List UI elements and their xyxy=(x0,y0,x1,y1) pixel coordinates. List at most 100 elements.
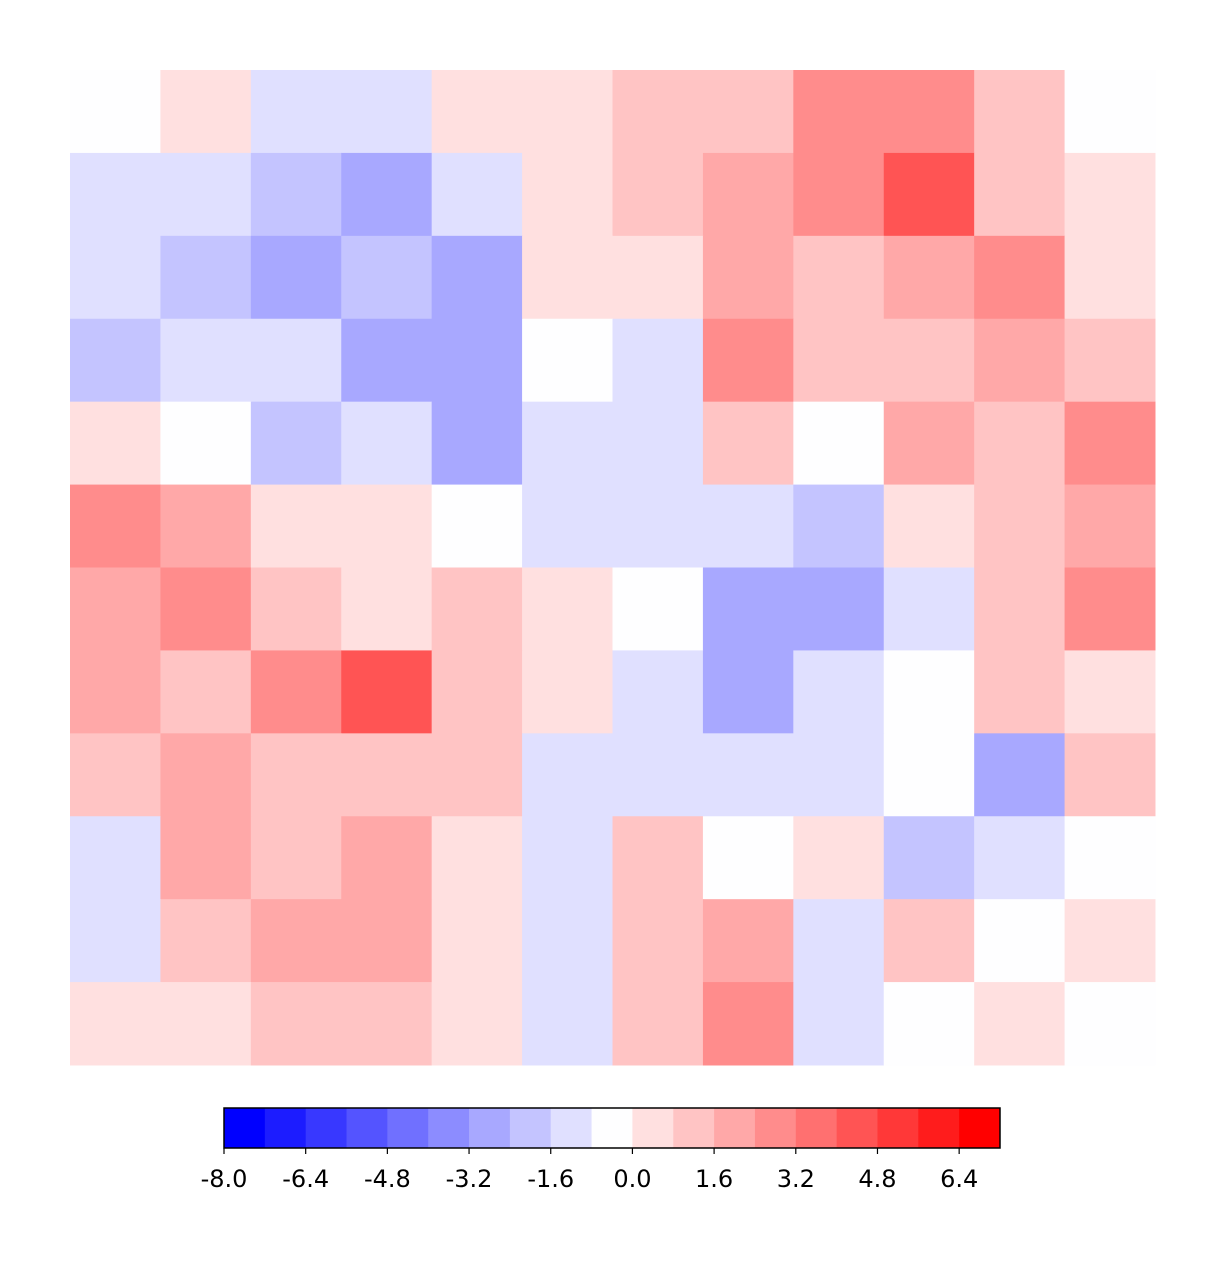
colorbar-tick-label: -3.2 xyxy=(446,1165,493,1193)
contour-cell xyxy=(250,567,342,651)
contour-cell xyxy=(612,982,704,1066)
colorbar-tick-label: -6.4 xyxy=(282,1165,329,1193)
contour-cell xyxy=(250,70,342,154)
contour-cell xyxy=(883,982,975,1066)
colorbar-box xyxy=(918,1108,960,1148)
contour-cell xyxy=(431,733,523,817)
contour-cell xyxy=(70,152,161,237)
contour-cell xyxy=(612,650,704,734)
contour-cell xyxy=(70,650,161,734)
contour-cell xyxy=(974,816,1066,900)
contour-cell xyxy=(431,982,523,1066)
contour-cell xyxy=(160,650,252,734)
contour-cell xyxy=(250,484,342,568)
contour-cell xyxy=(612,484,704,568)
contour-cell xyxy=(160,152,252,237)
colorbar-box xyxy=(632,1108,674,1148)
contour-cell xyxy=(250,733,342,817)
colorbar-box xyxy=(305,1108,348,1148)
colorbar-box xyxy=(795,1108,838,1148)
contour-cell xyxy=(883,235,975,320)
contour-cell xyxy=(702,318,794,403)
contour-cell xyxy=(250,235,342,320)
contour-cell xyxy=(341,70,433,154)
contour-cell xyxy=(612,567,704,651)
contour-cell xyxy=(1064,982,1156,1066)
contour-cell xyxy=(70,816,161,900)
contour-cell xyxy=(883,70,975,154)
contour-cell xyxy=(702,70,794,154)
colorbar-tick-label: 3.2 xyxy=(777,1165,815,1193)
contour-cell xyxy=(431,816,523,900)
colorbar-box xyxy=(673,1108,715,1148)
colorbar-tick-label: 4.8 xyxy=(858,1165,896,1193)
contour-cell xyxy=(70,484,161,568)
contour-cell xyxy=(250,318,342,403)
colorbar-tick-label: 0.0 xyxy=(613,1165,651,1193)
contour-cell xyxy=(1064,235,1156,320)
contour-cell xyxy=(793,70,885,154)
contour-cell xyxy=(70,899,161,983)
contour-cell xyxy=(250,899,342,983)
contour-cell xyxy=(160,70,252,154)
contour-cell xyxy=(702,650,794,734)
colorbar-box xyxy=(387,1108,429,1148)
contour-cell xyxy=(793,816,885,900)
contour-cell xyxy=(160,816,252,900)
contour-cell xyxy=(883,484,975,568)
contour-cell xyxy=(793,982,885,1066)
contour-cell xyxy=(522,318,613,403)
contour-cell xyxy=(431,650,523,734)
contour-cell xyxy=(883,899,975,983)
contour-cell xyxy=(431,318,523,403)
contour-cell xyxy=(341,318,433,403)
contour-cell xyxy=(341,401,433,486)
contour-cell xyxy=(702,982,794,1066)
contour-cell xyxy=(702,733,794,817)
contour-cell xyxy=(702,567,794,651)
contour-cell xyxy=(1064,318,1156,403)
contour-cell xyxy=(341,484,433,568)
colorbar-box xyxy=(346,1108,388,1148)
contour-cell xyxy=(793,899,885,983)
contour-cell xyxy=(160,318,252,403)
contour-field xyxy=(70,70,1156,1066)
contour-cell xyxy=(250,401,342,486)
contour-cell xyxy=(793,401,885,486)
contour-cell xyxy=(883,152,975,237)
contour-cell xyxy=(250,650,342,734)
colorbar-box xyxy=(469,1108,511,1148)
contour-cell xyxy=(341,899,433,983)
contour-cell xyxy=(160,567,252,651)
contour-cell xyxy=(431,152,523,237)
contour-cell xyxy=(612,235,704,320)
contour-cell xyxy=(431,235,523,320)
contour-cell xyxy=(160,899,252,983)
contour-cell xyxy=(70,318,161,403)
contour-cell xyxy=(612,401,704,486)
contour-cell xyxy=(250,152,342,237)
contour-cell xyxy=(1064,70,1156,154)
colorbar-box xyxy=(264,1108,307,1148)
contour-cell xyxy=(974,70,1066,154)
contour-cell xyxy=(883,401,975,486)
contour-cell xyxy=(160,733,252,817)
contour-cell xyxy=(70,982,161,1066)
contour-cell xyxy=(522,152,613,237)
colorbar-box xyxy=(714,1108,756,1148)
contour-cell xyxy=(974,484,1066,568)
contour-cell xyxy=(522,816,613,900)
contour-cell xyxy=(883,816,975,900)
contour-cell xyxy=(70,235,161,320)
contour-cell xyxy=(883,567,975,651)
contour-cell xyxy=(522,899,613,983)
contour-cell xyxy=(431,401,523,486)
contour-cell xyxy=(974,318,1066,403)
contour-cell xyxy=(160,235,252,320)
colorbar: -8.0 -6.4 -4.8 -3.2 -1.6 0.0 1.6 3.2 4.8 6.4 xyxy=(201,1107,1001,1193)
colorbar-box xyxy=(224,1108,266,1148)
colorbar-tick-label: 1.6 xyxy=(695,1165,733,1193)
contour-cell xyxy=(974,650,1066,734)
contour-cell xyxy=(793,484,885,568)
